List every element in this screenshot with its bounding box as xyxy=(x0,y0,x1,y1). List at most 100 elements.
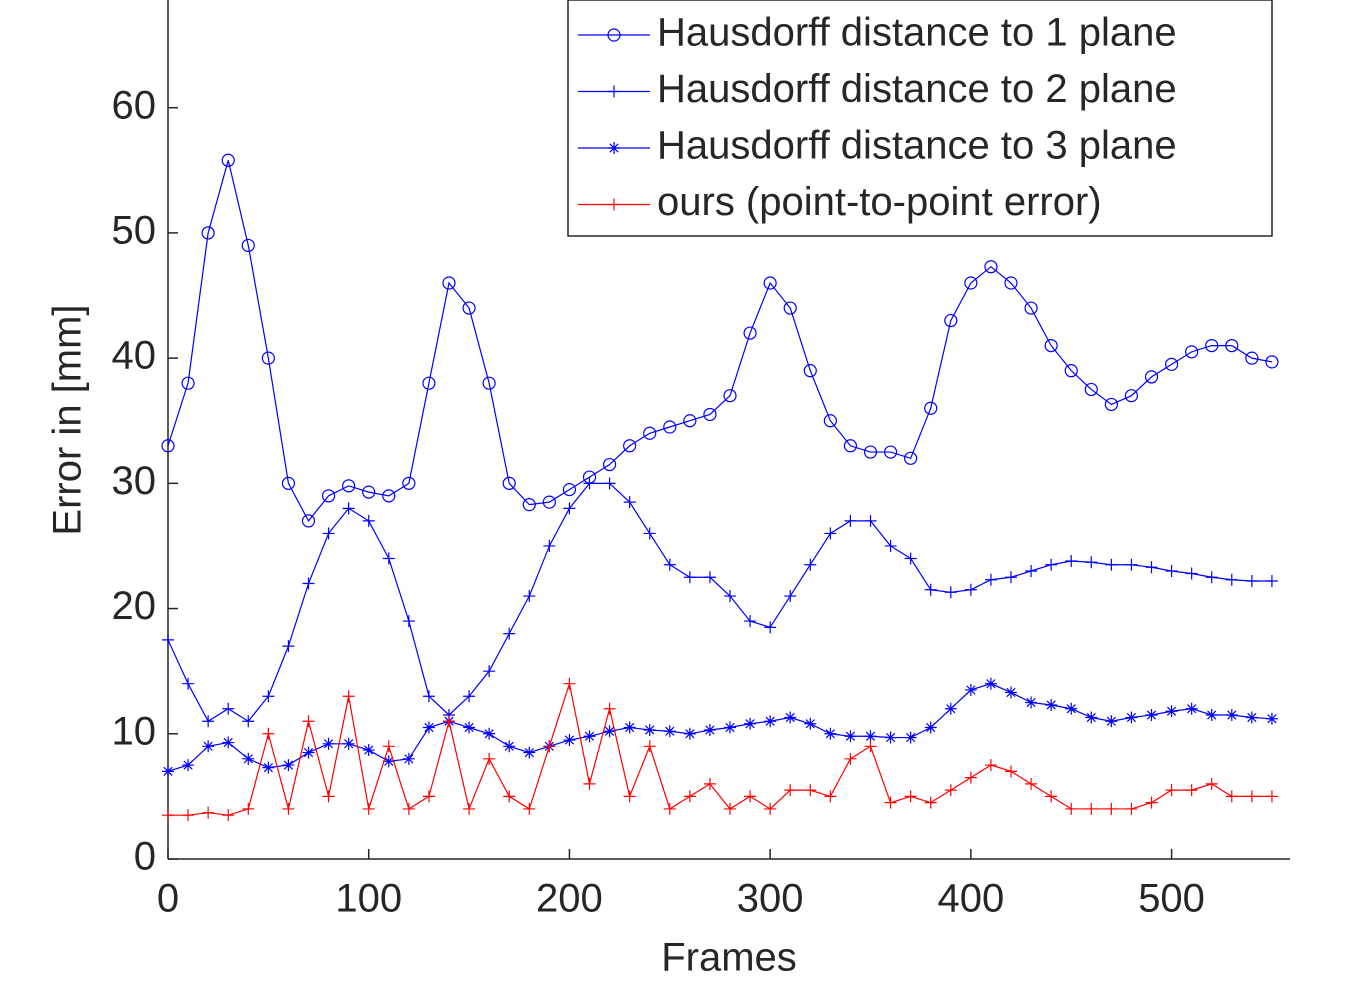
marker xyxy=(864,740,877,753)
marker xyxy=(583,777,596,790)
marker xyxy=(483,665,496,678)
marker xyxy=(824,790,837,803)
marker xyxy=(542,495,556,509)
y-tick-label: 10 xyxy=(112,709,157,753)
marker xyxy=(643,724,656,737)
marker xyxy=(603,725,616,738)
marker xyxy=(1025,696,1038,709)
marker xyxy=(1044,339,1058,353)
y-tick-label: 40 xyxy=(112,334,157,378)
marker xyxy=(262,690,275,703)
marker xyxy=(1045,558,1058,571)
marker xyxy=(984,759,997,772)
marker xyxy=(763,276,777,290)
marker xyxy=(844,514,857,527)
marker xyxy=(242,715,255,728)
marker xyxy=(1005,571,1018,584)
legend-box xyxy=(567,0,1273,237)
marker xyxy=(1124,389,1139,403)
marker xyxy=(321,489,336,503)
marker xyxy=(784,784,797,797)
marker xyxy=(804,784,817,797)
marker xyxy=(442,276,456,290)
marker xyxy=(764,621,777,634)
marker xyxy=(924,401,938,415)
marker xyxy=(863,445,878,459)
x-tick-label: 200 xyxy=(536,877,603,921)
marker xyxy=(322,527,335,540)
marker xyxy=(608,142,620,154)
marker xyxy=(362,744,375,757)
marker xyxy=(663,802,676,815)
marker xyxy=(382,552,395,565)
marker xyxy=(583,730,596,743)
marker xyxy=(844,730,857,743)
marker xyxy=(602,457,617,472)
marker xyxy=(1025,564,1038,577)
series-line xyxy=(167,482,1272,723)
marker xyxy=(443,715,456,728)
marker xyxy=(1245,575,1258,588)
marker xyxy=(583,477,596,490)
marker xyxy=(281,476,296,490)
marker xyxy=(724,721,737,734)
marker xyxy=(482,376,496,390)
marker xyxy=(362,514,375,527)
marker xyxy=(282,640,295,653)
marker xyxy=(883,445,898,459)
marker xyxy=(984,677,997,690)
marker xyxy=(743,326,757,340)
marker xyxy=(483,727,496,740)
x-tick-label: 0 xyxy=(157,877,179,921)
marker xyxy=(241,238,255,253)
marker xyxy=(703,407,717,422)
marker xyxy=(382,489,396,503)
marker xyxy=(1185,784,1198,797)
marker xyxy=(804,558,817,571)
marker xyxy=(643,527,656,540)
marker xyxy=(1005,686,1018,699)
marker xyxy=(784,590,797,603)
marker xyxy=(402,752,415,765)
series-line xyxy=(167,683,1272,772)
marker xyxy=(301,514,316,528)
marker xyxy=(944,313,958,328)
marker xyxy=(964,583,977,596)
marker xyxy=(162,765,174,778)
marker xyxy=(1225,573,1238,586)
y-tick-label: 20 xyxy=(112,584,157,628)
marker xyxy=(924,721,937,734)
marker xyxy=(823,414,837,428)
marker xyxy=(1005,765,1018,778)
marker xyxy=(222,736,235,749)
marker xyxy=(563,677,576,690)
marker xyxy=(603,477,616,490)
marker xyxy=(703,571,716,584)
marker xyxy=(663,420,677,434)
marker xyxy=(1265,575,1278,588)
marker xyxy=(663,558,676,571)
marker xyxy=(282,802,295,815)
marker xyxy=(181,376,195,390)
marker xyxy=(201,226,215,240)
marker xyxy=(803,364,817,378)
marker xyxy=(202,806,215,819)
legend-label: Hausdorff distance to 1 plane xyxy=(657,11,1177,55)
marker xyxy=(764,802,777,815)
marker xyxy=(1205,777,1218,790)
x-tick-label: 400 xyxy=(937,877,1004,921)
marker xyxy=(904,731,917,744)
marker xyxy=(422,721,435,734)
marker xyxy=(824,727,837,740)
marker xyxy=(1145,708,1158,721)
marker xyxy=(1225,790,1238,803)
marker xyxy=(563,734,576,747)
marker xyxy=(944,586,957,599)
marker xyxy=(463,690,476,703)
marker xyxy=(724,802,737,815)
marker xyxy=(161,439,175,453)
marker xyxy=(1085,556,1098,569)
marker xyxy=(162,809,174,822)
marker xyxy=(723,389,737,403)
marker xyxy=(362,802,375,815)
